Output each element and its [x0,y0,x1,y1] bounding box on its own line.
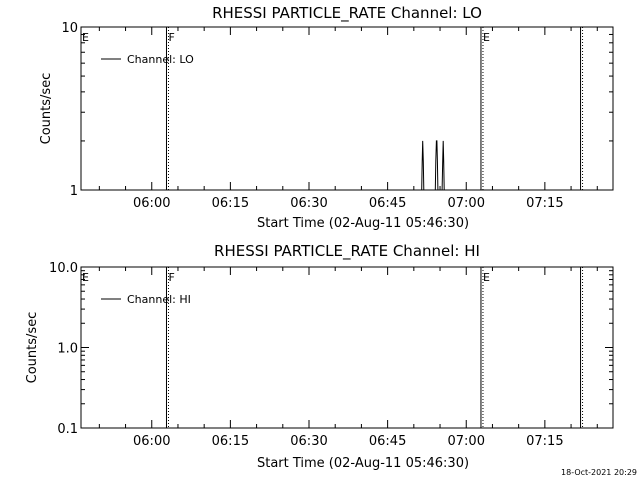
x-axis-label: Start Time (02-Aug-11 05:46:30) [257,456,469,471]
x-tick-label: 06:30 [290,434,327,449]
x-axis-label: Start Time (02-Aug-11 05:46:30) [257,216,469,231]
legend: Channel: HI [101,293,191,306]
x-tick-label: 06:00 [133,196,170,211]
marker-label: E [82,271,89,284]
y-tick-label: 1.0 [57,342,78,357]
y-tick-label: 0.1 [57,422,78,437]
chart-title: RHESSI PARTICLE_RATE Channel: HI [214,242,480,261]
x-tick-label: 06:45 [369,196,406,211]
y-tick-label: 1 [70,184,78,199]
x-tick-label: 06:00 [133,434,170,449]
legend: Channel: LO [101,53,194,66]
x-tick-label: 07:00 [448,434,485,449]
x-tick-label: 07:15 [526,434,563,449]
x-tick-label: 06:45 [369,434,406,449]
plot-frame [80,26,614,191]
panel-lo: RHESSI PARTICLE_RATE Channel: LO 06:00 06:… [39,4,614,231]
x-tick-label: 06:15 [212,196,249,211]
marker-label: E [82,31,89,44]
legend-label: Channel: HI [127,293,191,306]
x-tick-label: 07:15 [526,196,563,211]
x-tick-label: 06:15 [212,434,249,449]
marker-label: E [483,31,490,44]
chart-title: RHESSI PARTICLE_RATE Channel: LO [212,4,482,23]
marker-label: F [168,271,174,284]
x-tick-label: 06:30 [290,196,327,211]
footer-timestamp: 18-Oct-2021 20:29 [561,468,637,477]
marker-label: F [168,31,174,44]
y-tick-label: 10 [61,21,78,36]
plot-frame [80,266,614,429]
legend-label: Channel: LO [127,53,194,66]
panel-hi: RHESSI PARTICLE_RATE Channel: HI 06:00 06:… [25,242,614,471]
x-tick-label: 07:00 [448,196,485,211]
y-axis-label: Counts/sec [25,312,40,384]
y-tick-label: 10.0 [49,261,78,276]
y-axis-label: Counts/sec [39,73,54,145]
marker-label: E [483,271,490,284]
series-line [421,140,445,191]
